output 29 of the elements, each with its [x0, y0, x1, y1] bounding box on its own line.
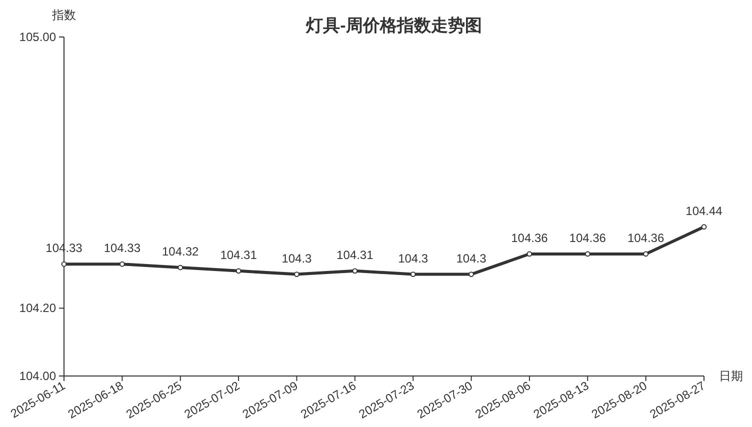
point: [410, 272, 416, 277]
point: [468, 272, 474, 277]
point: [119, 261, 125, 267]
point: [643, 251, 649, 257]
ylabel: 指数: [52, 8, 76, 22]
point: [178, 264, 184, 270]
data-label: 104.36: [511, 230, 548, 245]
data-label: 104.33: [104, 241, 141, 256]
point: [584, 251, 590, 257]
data-label: 104.44: [686, 204, 723, 218]
title: 灯具-周价格指数走势图: [306, 16, 482, 35]
xlabel: 日期: [719, 369, 743, 383]
data-label: 104.3: [282, 251, 312, 266]
point: [526, 251, 532, 257]
data-label: 104.32: [162, 244, 200, 259]
y-tick-label: 104.20: [19, 301, 56, 316]
data-label: 104.31: [220, 248, 258, 262]
data-label: 104.3: [398, 251, 428, 266]
data-label: 104.31: [336, 248, 374, 262]
y-tick-label: 105.00: [19, 30, 56, 44]
point: [352, 268, 358, 274]
point: [701, 224, 707, 230]
data-label: 104.36: [627, 230, 664, 245]
point: [236, 268, 242, 274]
data-label: 104.3: [456, 251, 487, 266]
point: [294, 272, 300, 277]
point: [61, 261, 67, 267]
y-tick-label: 104.00: [19, 369, 56, 383]
data-label: 104.36: [569, 230, 606, 245]
